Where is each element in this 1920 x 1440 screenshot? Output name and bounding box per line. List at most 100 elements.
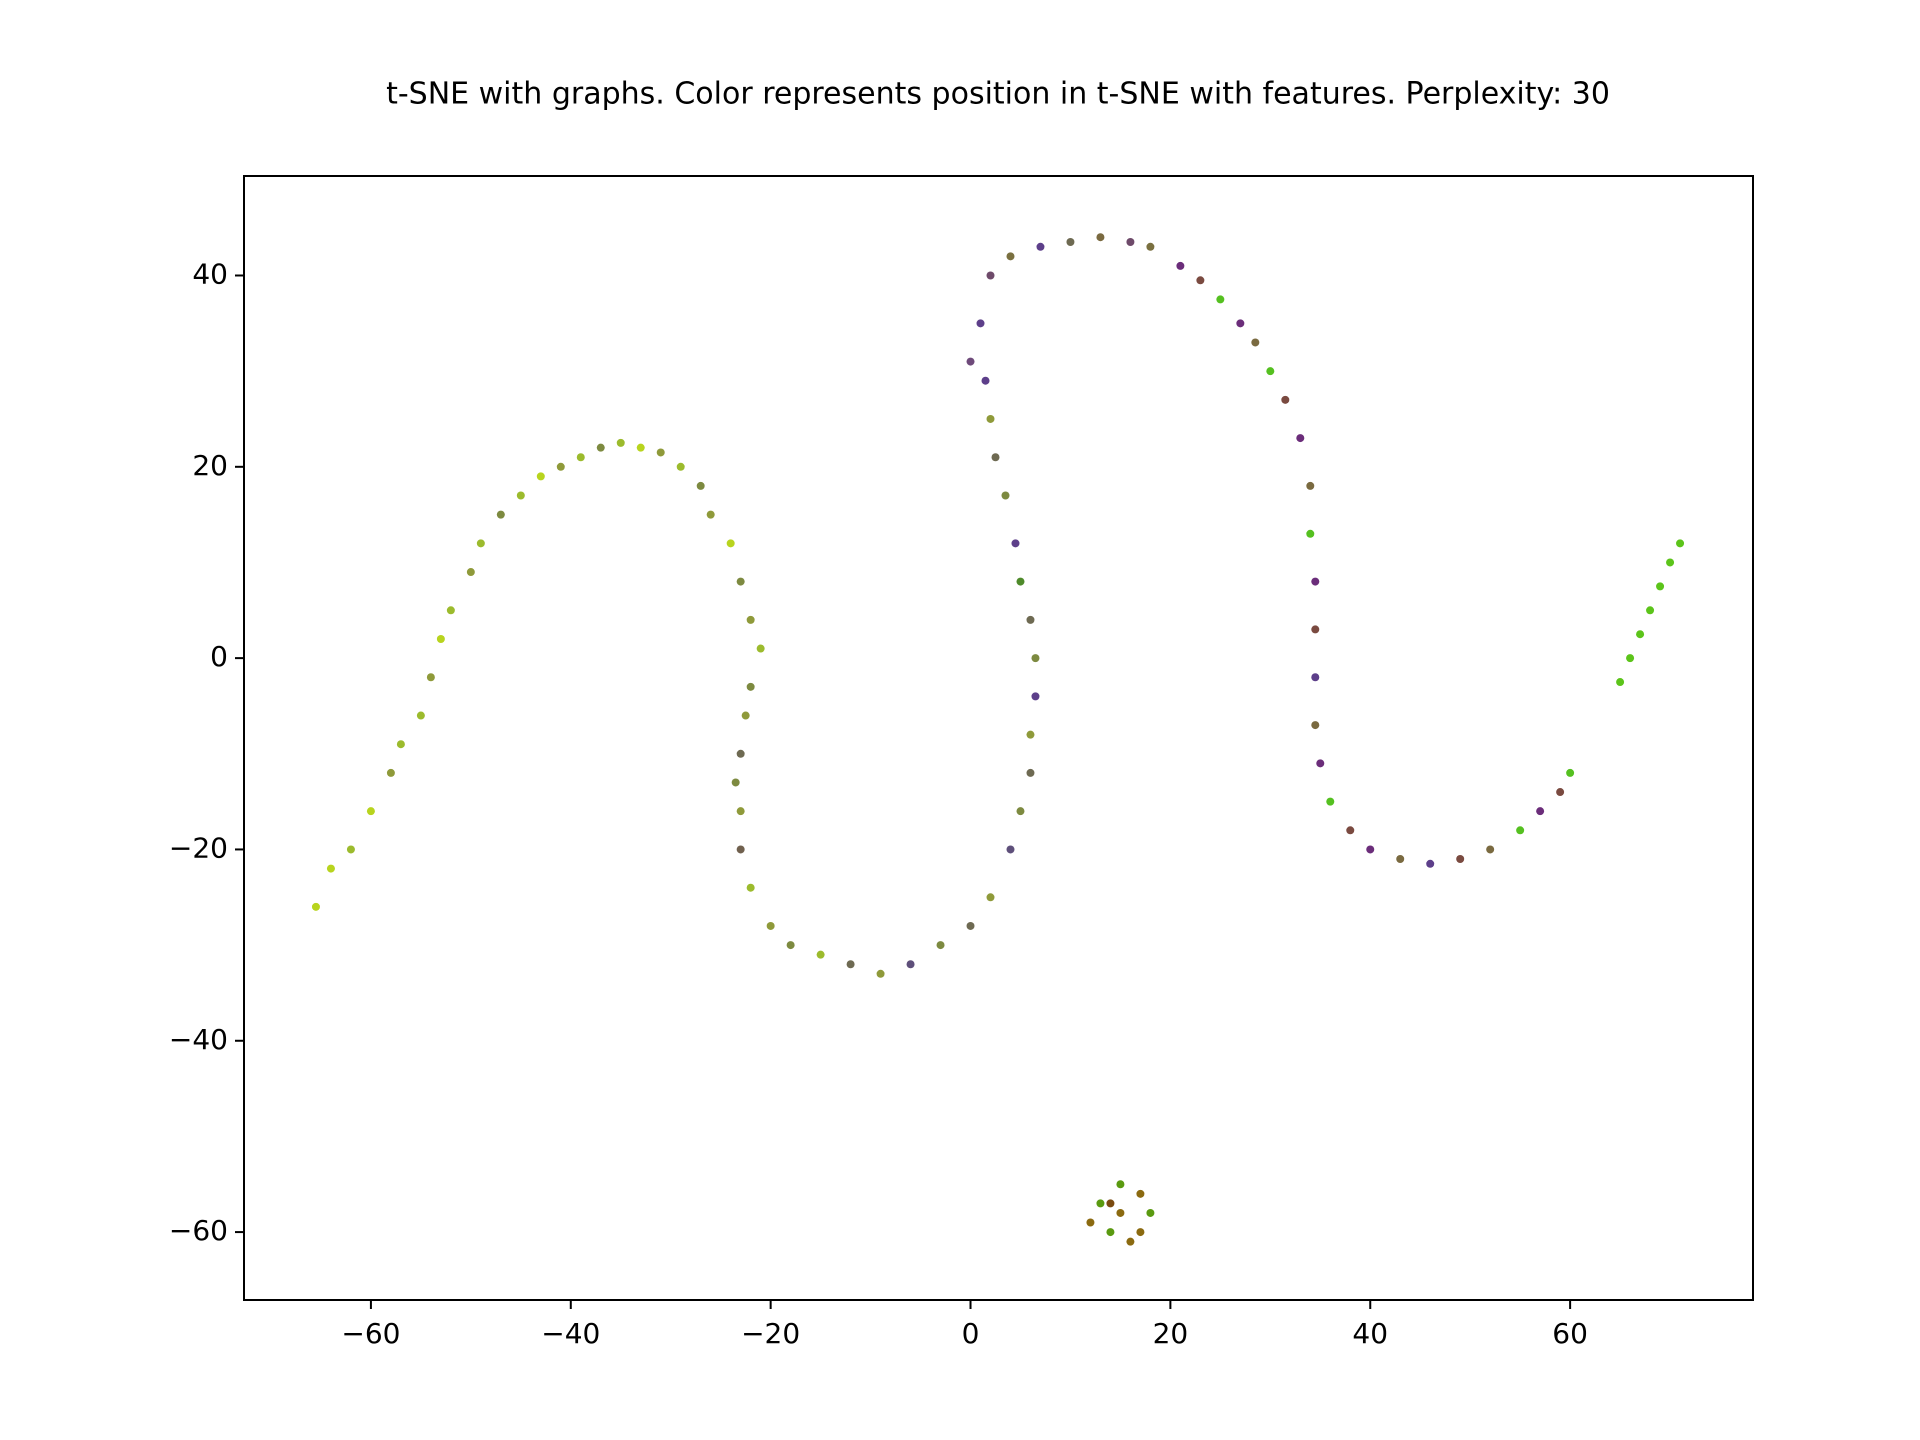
x-tick-label: −20 [741,1317,800,1350]
x-tick-label: 0 [962,1317,980,1350]
point [936,941,945,950]
point [906,960,915,969]
point [1126,238,1135,247]
point [1566,768,1575,777]
y-tick-label: −40 [169,1023,228,1056]
point [676,462,685,471]
point [966,921,975,930]
point [426,673,435,682]
y-tick-label: −20 [169,831,228,864]
y-tick-label: 0 [210,640,228,673]
point [1136,1228,1145,1237]
point [1326,797,1335,806]
point [741,711,750,720]
point [326,864,335,873]
point [311,902,320,911]
point [1116,1208,1125,1217]
point [1296,434,1305,443]
point [736,577,745,586]
y-tick-label: −60 [169,1214,228,1247]
point [846,960,855,969]
point [1026,730,1035,739]
point [1176,261,1185,270]
point [876,969,885,978]
point [416,711,425,720]
point [466,568,475,577]
point [366,807,375,816]
point [1026,768,1035,777]
point [976,319,985,328]
point [1306,481,1315,490]
point [726,539,735,548]
point [786,941,795,950]
point [536,472,545,481]
point [1426,859,1435,868]
point [736,749,745,758]
point [1676,539,1685,548]
point [991,453,1000,462]
plot-frame [243,175,1754,1301]
point [1006,252,1015,261]
point [756,644,765,653]
y-tick-label: 20 [192,449,228,482]
point [1396,855,1405,864]
point [1516,826,1525,835]
point [1556,788,1565,797]
point [966,357,975,366]
point [1251,338,1260,347]
point [736,807,745,816]
point [816,950,825,959]
point [516,491,525,500]
point [1346,826,1355,835]
point [1281,395,1290,404]
point [1366,845,1375,854]
y-tick-label: 40 [192,257,228,290]
point [496,510,505,519]
point [1311,577,1320,586]
point [616,438,625,447]
point [986,271,995,280]
x-tick-label: 20 [1153,1317,1189,1350]
point [1096,1199,1105,1208]
point [1311,721,1320,730]
point [1011,539,1020,548]
point [556,462,565,471]
x-tick-label: 60 [1552,1317,1588,1350]
point [1031,654,1040,663]
point [636,443,645,452]
point [386,768,395,777]
point [1196,276,1205,285]
chart-title: t-SNE with graphs. Color represents posi… [386,77,1610,112]
point [396,740,405,749]
point [1456,855,1465,864]
point [1031,692,1040,701]
point [1026,615,1035,624]
point [446,606,455,615]
point [1536,807,1545,816]
point [1656,582,1665,591]
point [476,539,485,548]
point [576,453,585,462]
point [656,448,665,457]
point [1116,1180,1125,1189]
point [436,634,445,643]
point [1616,678,1625,687]
point [1646,606,1655,615]
point [1146,242,1155,251]
point [706,510,715,519]
x-tick-label: −60 [341,1317,400,1350]
point [1016,807,1025,816]
point [1106,1228,1115,1237]
point [731,778,740,787]
point [346,845,355,854]
x-tick-label: 40 [1352,1317,1388,1350]
point [1486,845,1495,854]
point [1066,238,1075,247]
point [1636,630,1645,639]
point [1086,1218,1095,1227]
point [1016,577,1025,586]
point [1001,491,1010,500]
point [1126,1237,1135,1246]
x-tick-label: −40 [541,1317,600,1350]
